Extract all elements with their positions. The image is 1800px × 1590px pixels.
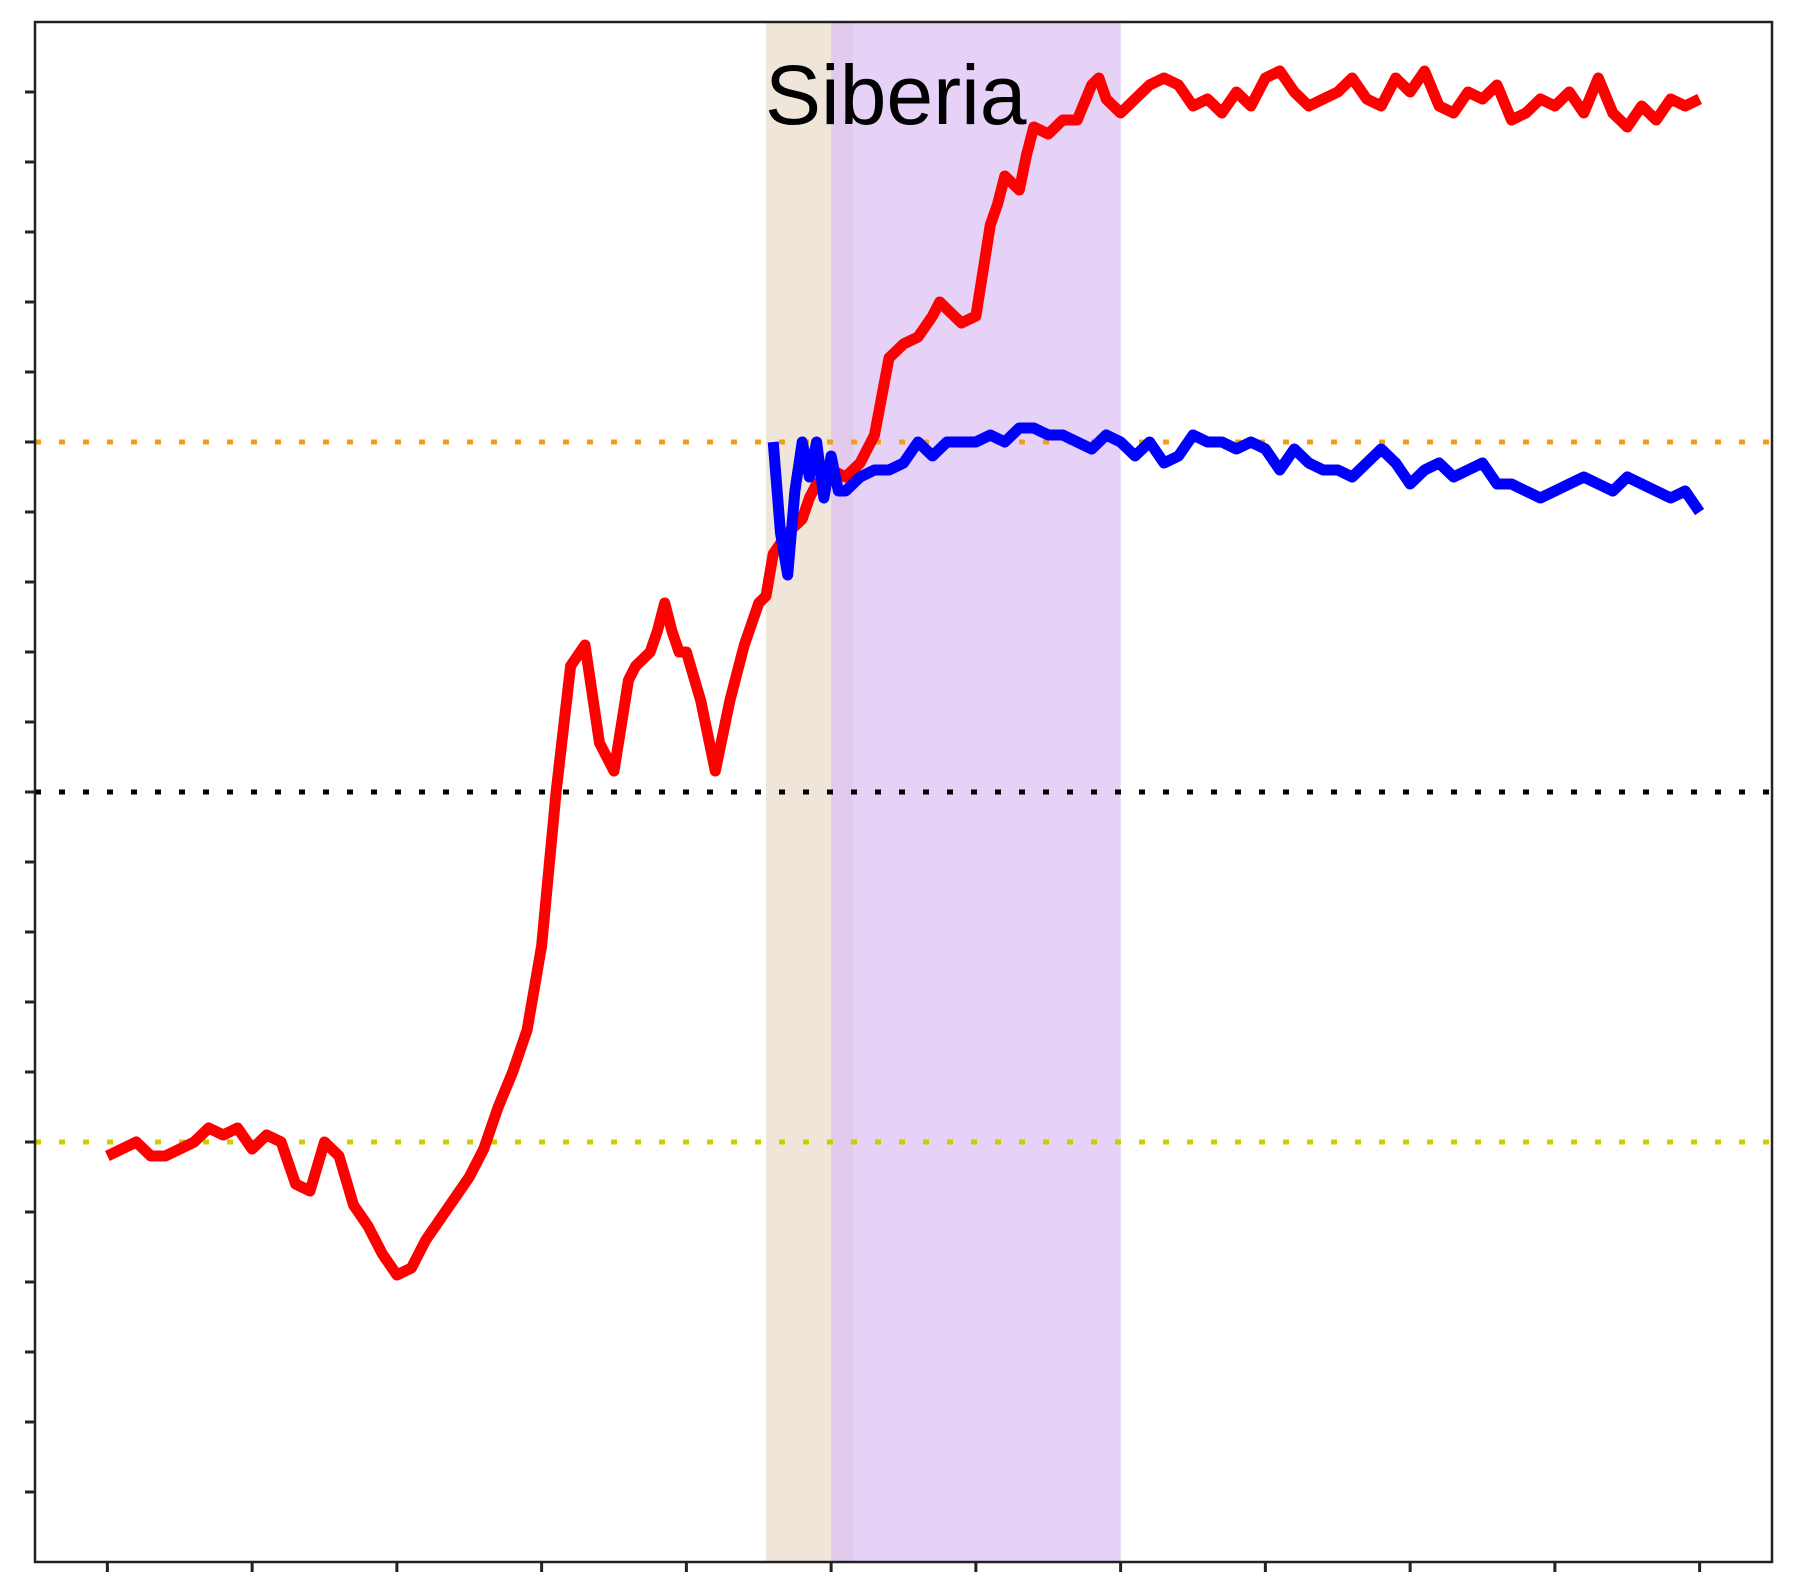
series-line-2 (767, 422, 1705, 581)
chart-title: Siberia (765, 48, 1027, 142)
axes (25, 20, 1774, 1572)
series-lines (104, 65, 1705, 1281)
series-line-1 (104, 65, 1703, 1281)
